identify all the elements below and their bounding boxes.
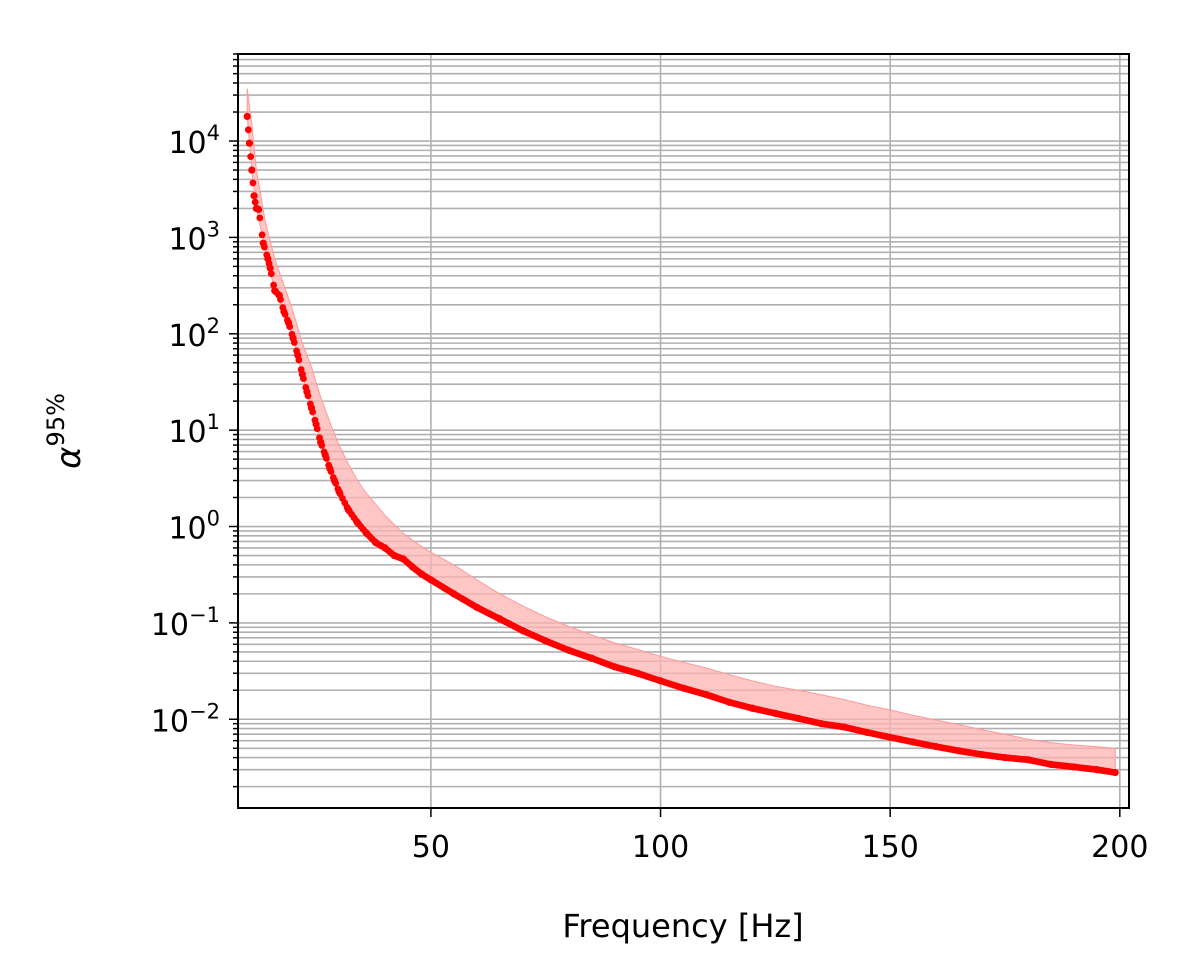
data-point-fill	[329, 474, 337, 481]
data-point-fill	[332, 479, 339, 487]
data-point-fill	[258, 231, 266, 239]
data-point-fill	[265, 260, 273, 267]
data-point-fill	[325, 461, 333, 469]
x-axis-label: Frequency [Hz]	[562, 907, 803, 945]
data-point-fill	[316, 434, 323, 442]
data-point-fill	[277, 296, 284, 303]
data-point-fill	[311, 416, 319, 424]
data-point-fill	[263, 251, 271, 259]
data-point-fill	[323, 455, 330, 462]
data-point-fill	[327, 468, 335, 475]
data-point-fill	[295, 356, 303, 364]
y-axis-label: α95%	[42, 393, 89, 469]
y-tick-label: 103	[168, 217, 220, 257]
y-axis: 10−2 10−1 100 101 102 103 104	[151, 53, 238, 788]
data-point-fill	[290, 339, 298, 346]
data-point-fill	[313, 425, 321, 433]
y-tick-label: 10−1	[151, 603, 220, 643]
data-point-fill	[306, 400, 314, 408]
y-axis-label-sup: 95%	[42, 393, 70, 446]
data-point-fill	[279, 304, 287, 311]
data-point	[243, 112, 251, 121]
y-tick-label: 101	[168, 410, 220, 450]
data-point-fill	[293, 347, 300, 355]
x-tick-label: 50	[412, 830, 450, 865]
data-point-fill	[309, 408, 317, 416]
y-tick-label: 10−2	[151, 699, 220, 739]
data-point	[245, 139, 254, 147]
data-point-fill	[302, 384, 310, 391]
data-point-fill	[304, 392, 312, 400]
data-point-fill	[261, 243, 268, 251]
plot-frame	[237, 53, 1130, 809]
data-point-fill	[256, 214, 264, 222]
points-layer	[243, 112, 1119, 777]
data-point-fill	[270, 281, 277, 289]
data-point-fill	[267, 270, 275, 278]
data-point-fill	[288, 330, 296, 338]
data-point-fill	[254, 205, 261, 213]
data-point-fill	[318, 442, 326, 449]
y-tick-label: 100	[168, 507, 220, 547]
data-point-fill	[1110, 768, 1118, 776]
x-tick-label: 150	[862, 830, 919, 865]
y-axis-label-base: α	[49, 446, 89, 468]
data-point-fill	[251, 198, 259, 206]
x-tick-label: 100	[632, 830, 689, 865]
data-point	[250, 192, 258, 200]
data-point-fill	[283, 316, 291, 324]
data-point-fill	[249, 179, 257, 187]
data-point-fill	[274, 290, 282, 298]
data-point-fill	[320, 448, 328, 456]
data-point-fill	[286, 323, 294, 331]
x-tick-label: 200	[1091, 830, 1148, 865]
grid-layer	[238, 53, 1129, 808]
data-point-fill	[297, 366, 305, 373]
data-point	[248, 166, 256, 174]
data-point-fill	[281, 310, 289, 318]
data-point-fill	[300, 375, 307, 383]
data-point-fill	[244, 126, 252, 134]
x-axis: 50 100 150 200	[412, 808, 1148, 865]
y-tick-label: 102	[168, 314, 220, 354]
data-point-fill	[247, 153, 255, 161]
y-tick-label: 104	[168, 121, 220, 161]
